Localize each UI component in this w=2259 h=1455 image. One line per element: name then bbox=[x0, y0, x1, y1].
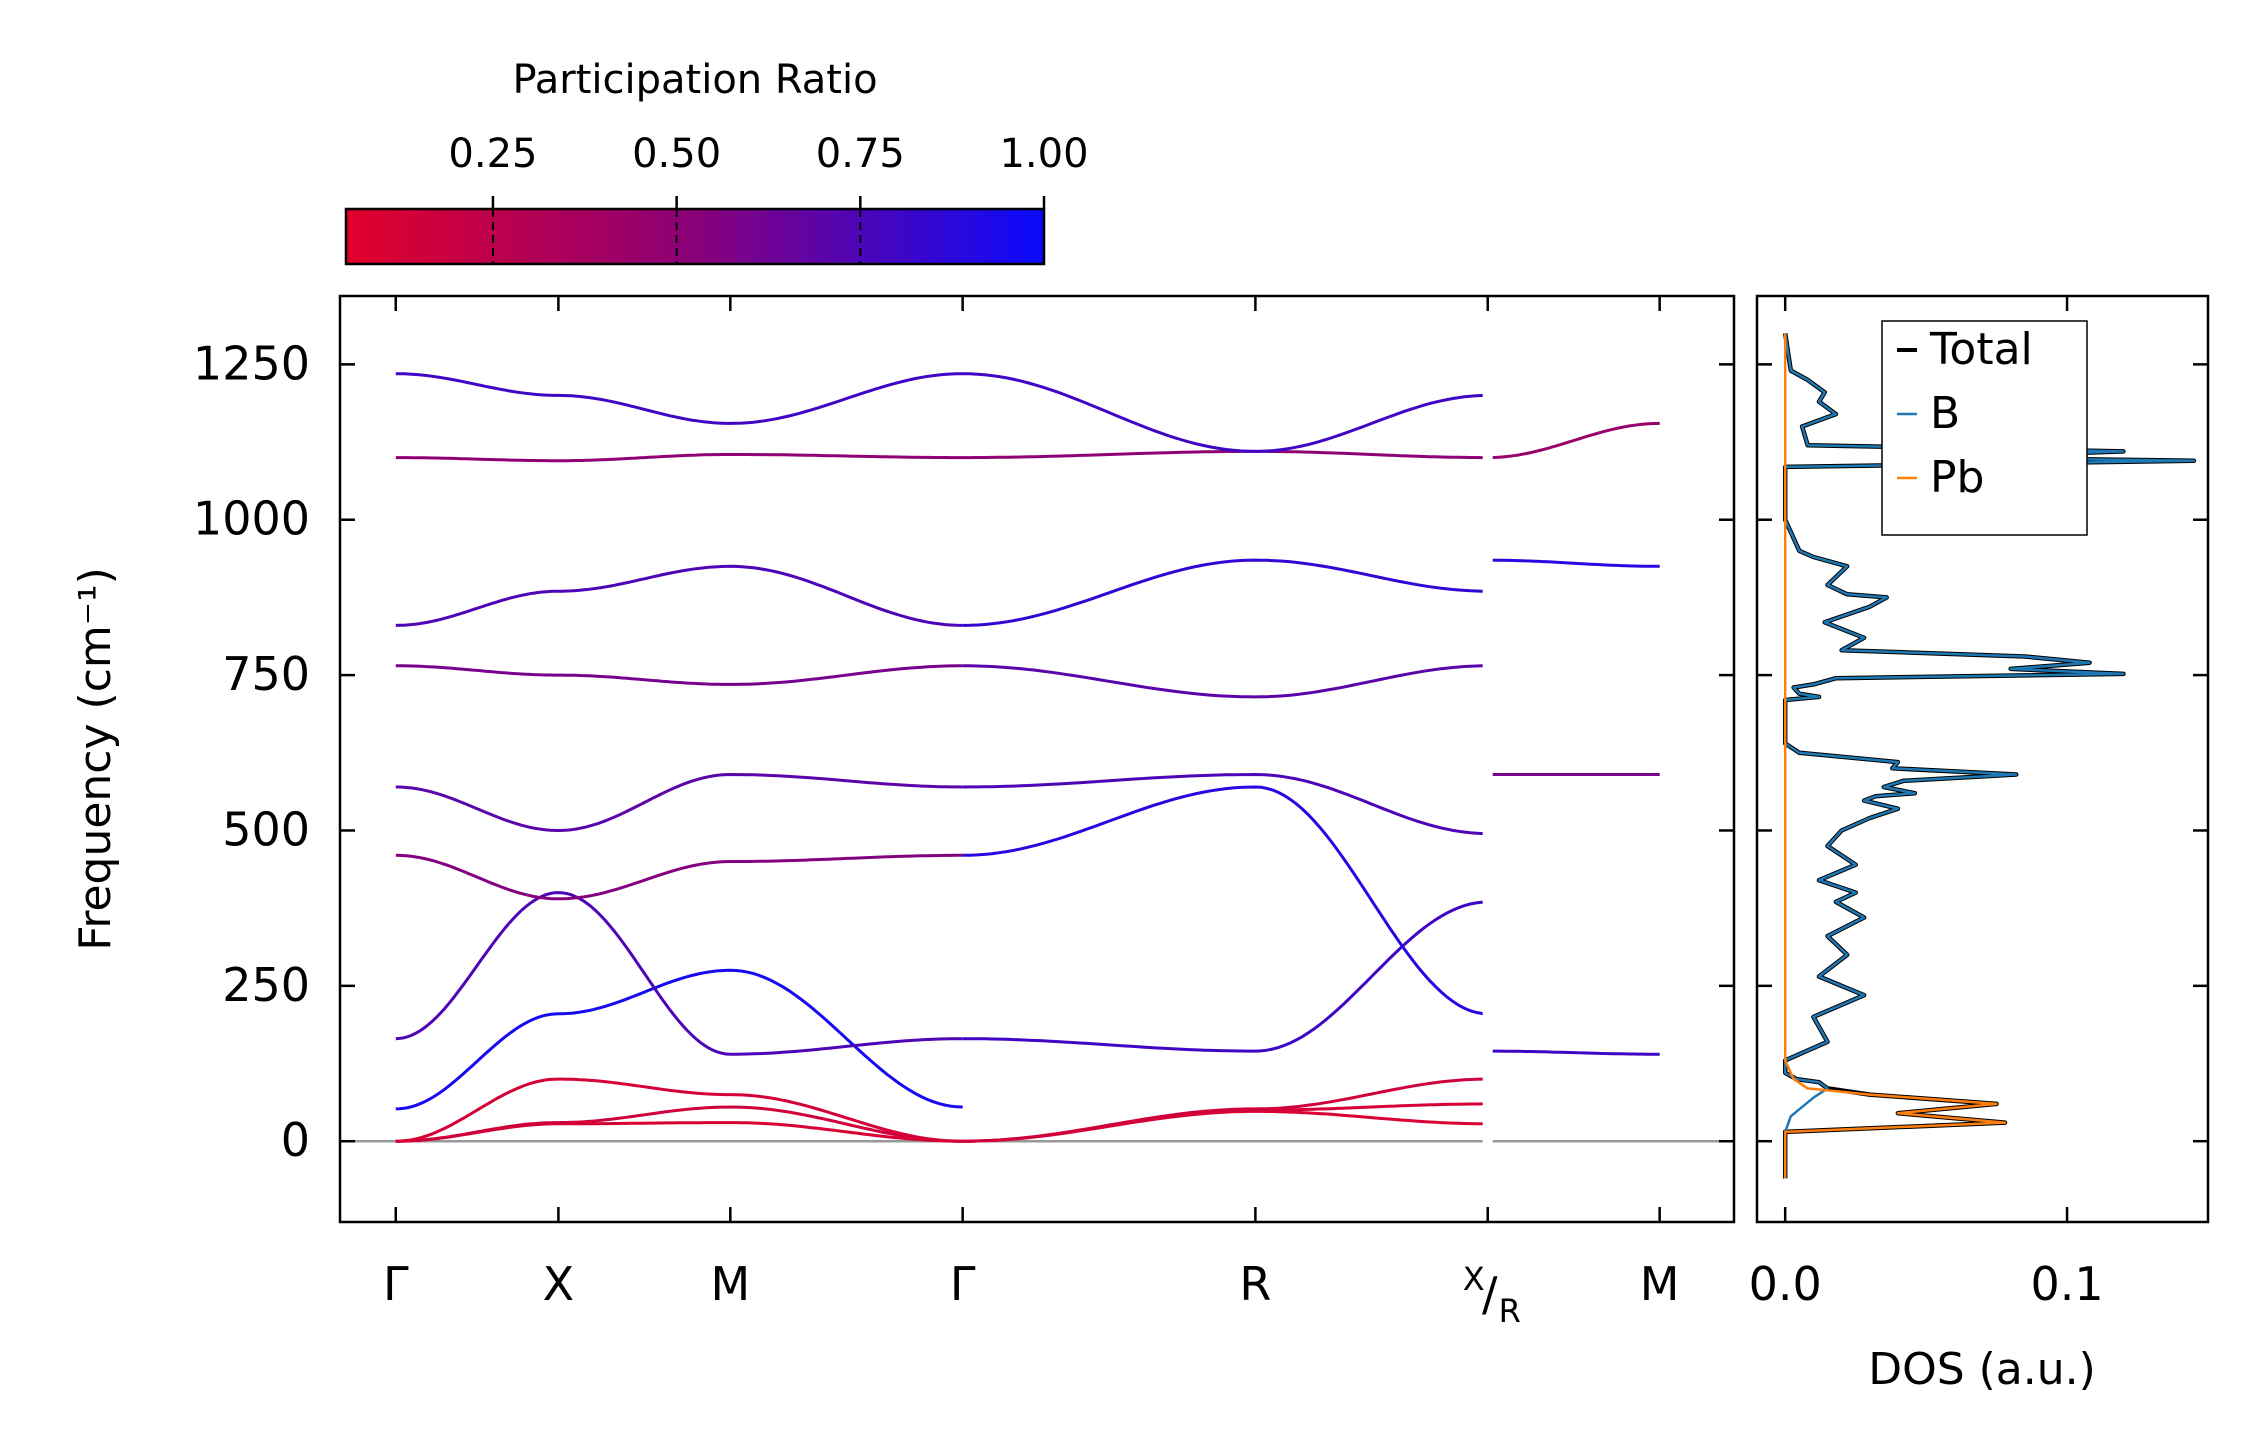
colorbar-gradient bbox=[344, 207, 1046, 266]
band-line bbox=[395, 564, 963, 627]
band-line bbox=[395, 1105, 963, 1143]
kpoint-label: M bbox=[710, 1257, 750, 1311]
dos-x-tick-label: 0.0 bbox=[1749, 1257, 1822, 1311]
band-line bbox=[962, 1077, 1488, 1143]
dos-x-tick-label: 0.1 bbox=[2030, 1257, 2103, 1311]
kpoint-label-sup: X bbox=[1463, 1260, 1485, 1298]
y-tick-label: 1000 bbox=[193, 492, 310, 546]
dos-ticks: 0.0 0.1 bbox=[1749, 296, 2208, 1311]
band-line bbox=[395, 1077, 963, 1143]
y-tick-label: 0 bbox=[281, 1113, 310, 1167]
band-line bbox=[962, 785, 1488, 1016]
colorbar-title: Participation Ratio bbox=[512, 57, 877, 103]
colorbar-tick-label: 1.00 bbox=[999, 131, 1088, 177]
kpoint-label: X/R bbox=[1463, 1260, 1521, 1330]
colorbar: Participation Ratio 0.25 0.50 0.75 1.00 bbox=[344, 57, 1089, 266]
colorbar-tick-label: 0.25 bbox=[448, 131, 537, 177]
band-line bbox=[962, 900, 1488, 1053]
dos-axes-frame bbox=[1755, 294, 2210, 1224]
band-line bbox=[395, 891, 963, 1056]
kpoint-label: X bbox=[543, 1257, 575, 1311]
legend-frame bbox=[1881, 320, 2088, 536]
band-line bbox=[395, 372, 1488, 453]
dos-panel: 0.0 0.1 DOS (a.u.) Total B Pb bbox=[1749, 294, 2210, 1395]
band-line bbox=[1487, 558, 1660, 568]
colorbar-ticks: 0.25 0.50 0.75 1.00 bbox=[448, 131, 1089, 264]
legend: Total B Pb bbox=[1881, 320, 2088, 536]
y-tick-label: 750 bbox=[222, 647, 310, 701]
legend-label: Pb bbox=[1930, 452, 1984, 503]
kpoint-label: Γ bbox=[950, 1257, 976, 1311]
y-axis-ticks: 0 250 500 750 1000 1250 bbox=[193, 336, 1734, 1167]
band-line bbox=[395, 968, 963, 1111]
band-axes-frame bbox=[338, 294, 1736, 1224]
y-tick-label: 500 bbox=[222, 802, 310, 856]
kpoint-label: Γ bbox=[383, 1257, 409, 1311]
band-line bbox=[395, 664, 963, 686]
band-line bbox=[962, 558, 1488, 627]
y-axis-label: Frequency (cm⁻¹) bbox=[70, 567, 121, 951]
dos-x-axis-label: DOS (a.u.) bbox=[1868, 1344, 2096, 1395]
colorbar-tick-label: 0.75 bbox=[816, 131, 905, 177]
legend-label: Total bbox=[1929, 324, 2033, 375]
kpoint-label: R bbox=[1239, 1257, 1271, 1311]
bands bbox=[395, 372, 1660, 1143]
kpoint-label: M bbox=[1640, 1257, 1680, 1311]
kpoint-label-slash: / bbox=[1482, 1267, 1498, 1321]
band-line bbox=[395, 853, 963, 901]
band-line bbox=[1487, 421, 1660, 460]
legend-label: B bbox=[1930, 388, 1960, 439]
kpoint-ticks: Γ X M Γ R X/R M bbox=[383, 296, 1680, 1330]
band-line bbox=[395, 772, 963, 833]
band-line bbox=[395, 449, 1488, 463]
y-tick-label: 250 bbox=[222, 958, 310, 1012]
kpoint-label-sub: R bbox=[1499, 1292, 1521, 1330]
colorbar-tick-label: 0.50 bbox=[632, 131, 721, 177]
band-line bbox=[962, 664, 1488, 699]
y-tick-label: 1250 bbox=[193, 336, 310, 390]
dos-curves bbox=[1782, 332, 2197, 1179]
dos-line-pb bbox=[1783, 333, 2007, 1179]
band-line bbox=[962, 772, 1488, 836]
band-line bbox=[1487, 1049, 1660, 1056]
